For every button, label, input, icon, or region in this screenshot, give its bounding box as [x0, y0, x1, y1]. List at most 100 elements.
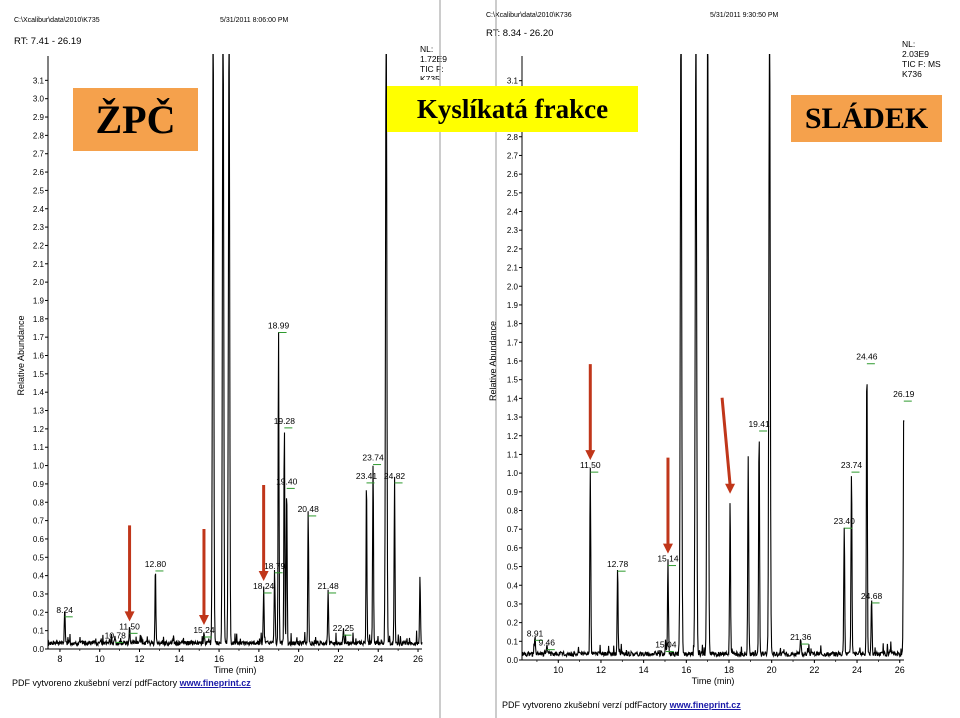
right-rt-range: RT: 8.34 - 26.20 — [486, 28, 554, 39]
right-nl-block: NL: 2.03E9 TIC F: MS K736 — [902, 39, 941, 79]
y-tick-label: 0.0 — [507, 656, 519, 665]
red-arrow-head — [198, 614, 209, 625]
right-footer-link[interactable]: www.fineprint.cz — [669, 700, 741, 710]
left-header-date: 5/31/2011 8:06:00 PM — [220, 17, 289, 24]
x-tick-label: 16 — [681, 665, 691, 675]
y-tick-label: 1.7 — [33, 333, 45, 342]
x-tick-label: 20 — [294, 654, 304, 664]
right-chromatogram-svg: 0.0 0.1 0.2 0.3 0.4 0.5 0.6 0.7 0.8 0.9 1.0 1.1 1.2 1… — [488, 0, 915, 718]
y-tick-label: 1.4 — [507, 394, 519, 403]
y-tick-label: 0.3 — [507, 600, 519, 609]
y-tick-label: 2.1 — [33, 260, 45, 269]
left-nl-block: NL: 1.72E9 TIC F: K735 — [420, 44, 447, 80]
y-tick-label: 3.0 — [33, 95, 45, 104]
y-tick-label: 1.3 — [33, 407, 45, 416]
y-tick-label: 1.8 — [33, 315, 45, 324]
peak-label: 8.91 — [527, 628, 544, 638]
x-tick-label: 8 — [57, 654, 62, 664]
y-tick-label: 0.5 — [507, 563, 519, 572]
x-tick-label: 10 — [95, 654, 105, 664]
x-tick-label: 20 — [767, 665, 777, 675]
y-tick-label: 3.1 — [33, 76, 45, 85]
y-tick-label: 0.5 — [33, 553, 45, 562]
y-tick-label: 2.6 — [507, 170, 519, 179]
right-footer-text: PDF vytvoreno zkušební verzí pdfFactory — [502, 700, 668, 710]
peak-label: 15.14 — [657, 554, 679, 564]
y-tick-label: 2.9 — [33, 113, 45, 122]
y-tick-label: 1.4 — [33, 388, 45, 397]
x-tick-label: 26 — [895, 665, 905, 675]
y-tick-label: 2.4 — [33, 205, 45, 214]
y-tick-label: 0.1 — [507, 637, 519, 646]
y-tick-label: 1.6 — [507, 357, 519, 366]
y-tick-label: 1.2 — [33, 425, 45, 434]
left-nl-line: TIC F: — [420, 64, 444, 74]
fraction-title: Kyslíkatá frakce — [387, 86, 638, 132]
y-tick-label: 0.3 — [33, 590, 45, 599]
y-tick-label: 0.1 — [33, 627, 45, 636]
y-tick-label: 2.7 — [33, 150, 45, 159]
y-tick-label: 2.6 — [33, 168, 45, 177]
y-tick-label: 1.0 — [507, 469, 519, 478]
peak-label: 10.78 — [105, 630, 127, 640]
y-tick-label: 1.0 — [33, 462, 45, 471]
right-nl-line: TIC F: MS — [902, 59, 941, 69]
y-tick-label: 2.3 — [507, 226, 519, 235]
y-tick-label: 1.1 — [507, 450, 519, 459]
peak-label: 19.40 — [276, 476, 298, 486]
peak-label: 8.24 — [56, 605, 73, 615]
y-tick-label: 0.9 — [507, 488, 519, 497]
red-arrow-head — [585, 450, 596, 461]
x-axis-label: Time (min) — [692, 676, 735, 686]
x-tick-label: 10 — [553, 665, 563, 675]
peak-label: 18.99 — [268, 320, 290, 330]
x-tick-label: 22 — [809, 665, 819, 675]
peak-label: 22.25 — [333, 623, 355, 633]
right-nl-line: NL: — [902, 39, 916, 49]
peak-label: 19.41 — [748, 419, 770, 429]
y-tick-label: 0.7 — [507, 525, 519, 534]
peak-label: 11.50 — [119, 621, 140, 631]
chromatogram-trace — [522, 54, 905, 659]
peak-label: 21.48 — [317, 581, 339, 591]
x-tick-label: 18 — [724, 665, 734, 675]
y-tick-label: 2.5 — [33, 186, 45, 195]
y-tick-label: 0.2 — [33, 608, 45, 617]
left-chromatogram-panel: C:\Xcalibur\data\2010\K735 5/31/2011 8:0… — [0, 0, 456, 718]
peak-label: 9.46 — [538, 638, 555, 648]
y-tick-label: 2.3 — [33, 223, 45, 232]
right-header-date: 5/31/2011 9:30:50 PM — [710, 12, 779, 19]
left-rt-range: RT: 7.41 - 26.19 — [14, 36, 82, 47]
chromatogram-trace — [48, 54, 423, 648]
peak-label: 21.36 — [790, 632, 812, 642]
y-tick-label: 3.1 — [507, 77, 519, 86]
left-nl-line: K735 — [420, 74, 440, 80]
left-footer: PDF vytvoreno zkušební verzí pdfFactory … — [12, 678, 251, 688]
red-arrow-shaft — [720, 397, 732, 485]
y-tick-label: 1.8 — [507, 320, 519, 329]
y-tick-label: 2.5 — [507, 189, 519, 198]
peak-label: 12.78 — [607, 559, 629, 569]
right-nl-line: K736 — [902, 69, 922, 79]
y-tick-label: 2.0 — [507, 282, 519, 291]
y-tick-label: 0.8 — [507, 507, 519, 516]
x-tick-label: 12 — [135, 654, 145, 664]
y-tick-label: 0.9 — [33, 480, 45, 489]
peak-label: 23.40 — [834, 516, 856, 526]
red-arrow-head — [124, 611, 135, 622]
right-footer: PDF vytvoreno zkušební verzí pdfFactory … — [502, 700, 741, 710]
peak-label: 18.24 — [253, 581, 275, 591]
x-tick-label: 14 — [174, 654, 184, 664]
peak-label: 23.74 — [362, 453, 384, 463]
left-footer-text: PDF vytvoreno zkušební verzí pdfFactory — [12, 678, 178, 688]
y-tick-label: 0.7 — [33, 517, 45, 526]
x-tick-label: 18 — [254, 654, 264, 664]
y-tick-label: 0.4 — [507, 581, 519, 590]
x-tick-label: 24 — [373, 654, 383, 664]
y-tick-label: 0.2 — [507, 619, 519, 628]
x-tick-label: 14 — [639, 665, 649, 675]
y-tick-label: 1.5 — [33, 370, 45, 379]
peak-label: 24.68 — [861, 591, 883, 601]
left-footer-link[interactable]: www.fineprint.cz — [179, 678, 251, 688]
y-tick-label: 2.0 — [33, 278, 45, 287]
